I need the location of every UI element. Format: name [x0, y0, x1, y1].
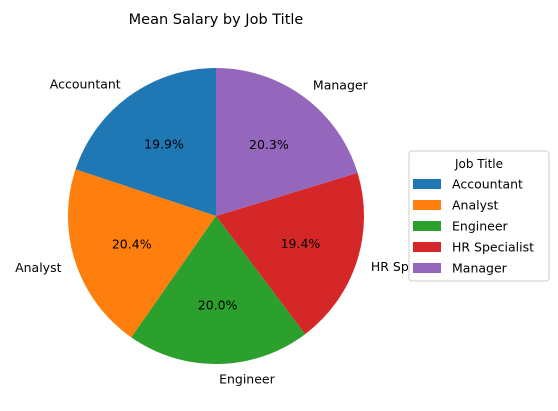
slice-label-accountant: Accountant — [50, 76, 121, 91]
legend-label-hr-specialist: HR Specialist — [452, 240, 534, 255]
percent-label-engineer: 20.0% — [198, 297, 238, 312]
pie-slice-manager — [216, 68, 358, 216]
pie-slice-accountant — [75, 68, 216, 216]
pie-slice-analyst — [67, 169, 216, 338]
legend-label-accountant: Accountant — [452, 177, 523, 192]
legend-swatch-analyst — [413, 200, 441, 210]
legend-swatch-manager — [413, 263, 441, 273]
percent-label-manager: 20.3% — [249, 137, 289, 152]
pie-slice-hr-specialist — [216, 172, 364, 335]
chart-title: Mean Salary by Job Title — [129, 12, 304, 28]
slice-label-engineer: Engineer — [219, 371, 276, 386]
legend-title: Job Title — [454, 157, 503, 171]
slice-label-manager: Manager — [313, 78, 369, 93]
percent-labels: 19.9% 20.4% 20.0% 19.4% 20.3% — [112, 137, 321, 313]
legend-swatch-hr-specialist — [413, 242, 441, 252]
percent-label-accountant: 19.9% — [144, 137, 184, 152]
legend-swatch-engineer — [413, 221, 441, 231]
percent-label-analyst: 20.4% — [112, 236, 152, 251]
legend: Job Title Accountant Analyst Engineer HR Sp… — [408, 150, 550, 282]
slice-label-analyst: Analyst — [15, 260, 62, 275]
percent-label-hr-specialist: 19.4% — [281, 236, 321, 251]
legend-label-engineer: Engineer — [452, 219, 509, 234]
legend-frame — [408, 150, 550, 282]
legend-label-manager: Manager — [452, 261, 508, 276]
pie-slices — [67, 68, 364, 364]
pie-slice-engineer — [131, 216, 306, 364]
legend-swatch-accountant — [413, 179, 441, 189]
legend-label-analyst: Analyst — [452, 198, 499, 213]
